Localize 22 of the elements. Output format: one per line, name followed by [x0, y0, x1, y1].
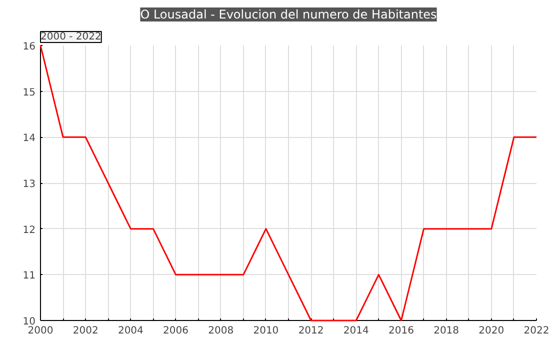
y-tick-label: 15	[22, 87, 36, 98]
x-tick-label: 2016	[388, 326, 414, 336]
x-tick-label: 2014	[343, 326, 369, 336]
x-tick-label: 2002	[72, 326, 98, 336]
y-tick-label: 12	[22, 224, 36, 236]
chart-title: O Lousadal - Evolucion del numero de Habitantes	[140, 8, 437, 22]
x-tick-label: 2004	[118, 326, 144, 336]
x-tick-label: 2006	[163, 326, 188, 336]
x-tick-label: 2008	[208, 326, 234, 336]
x-tick-label: 2018	[434, 326, 460, 336]
y-tick-label: 13	[22, 179, 36, 190]
x-tick-label: 2012	[298, 326, 324, 336]
y-tick-label: 16	[22, 42, 36, 52]
line-series	[40, 44, 538, 322]
y-tick-label: 11	[22, 270, 36, 282]
x-tick-label: 2000	[28, 326, 54, 336]
x-tick-label: 2022	[524, 326, 550, 336]
y-tick-label: 14	[22, 133, 36, 144]
x-tick-label: 2010	[253, 326, 279, 336]
x-tick-label: 2020	[478, 326, 504, 336]
y-tick-label: 10	[22, 316, 36, 328]
text: 2000 - 2022	[40, 32, 102, 42]
